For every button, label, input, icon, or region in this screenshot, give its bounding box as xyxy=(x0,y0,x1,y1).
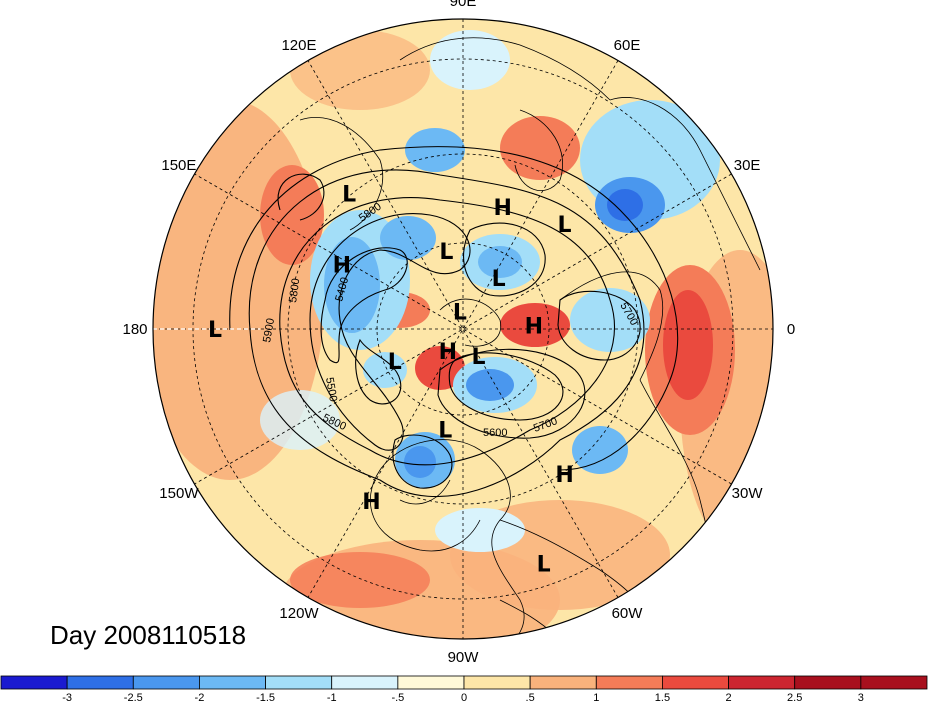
colorbar-swatch xyxy=(66,675,134,690)
date-title: Day 2008110518 xyxy=(50,620,247,650)
low-pressure-label: L xyxy=(471,345,485,370)
map-disc xyxy=(153,19,773,639)
low-pressure-label: L xyxy=(439,240,453,265)
colorbar-swatch xyxy=(265,675,333,690)
colorbar-swatch xyxy=(529,675,597,690)
high-pressure-label: H xyxy=(439,340,457,365)
colorbar-tick-label: -3 xyxy=(62,692,72,702)
colorbar-tick-label: 3 xyxy=(858,692,864,702)
longitude-label: 120E xyxy=(281,37,316,54)
longitude-label: 90E xyxy=(450,0,477,10)
contour-label: 5600 xyxy=(483,427,507,439)
colorbar-tick-label: 2 xyxy=(726,692,732,702)
contour-label: 5900 xyxy=(261,317,277,343)
longitude-label: 90W xyxy=(448,649,480,666)
height-contours xyxy=(229,146,679,498)
high-pressure-label: H xyxy=(333,254,351,279)
longitude-label: 30E xyxy=(734,157,761,174)
colorbar-swatch xyxy=(463,675,531,690)
longitude-label: 30W xyxy=(732,485,764,502)
high-pressure-label: H xyxy=(555,463,573,488)
colorbar-tick-label: -.5 xyxy=(391,692,404,702)
colorbar-tick-label: 0 xyxy=(461,692,467,702)
low-pressure-label: L xyxy=(557,213,571,238)
low-pressure-label: L xyxy=(208,318,222,343)
high-pressure-label: H xyxy=(525,314,543,339)
colorbar-swatch xyxy=(331,675,399,690)
colorbar-swatch xyxy=(595,675,663,690)
longitude-label: 180 xyxy=(122,321,147,338)
map-border xyxy=(152,18,774,640)
low-pressure-label: L xyxy=(453,301,467,326)
longitude-label: 150E xyxy=(161,157,196,174)
colorbar-tick-label: .5 xyxy=(526,692,535,702)
low-pressure-label: L xyxy=(342,182,356,207)
longitude-label: 60W xyxy=(612,605,644,622)
low-pressure-label: L xyxy=(388,350,402,375)
colorbar-tick-label: 1 xyxy=(593,692,599,702)
colorbar-tick-label: 2.5 xyxy=(787,692,802,702)
longitude-label: 60E xyxy=(614,37,641,54)
colorbar-swatch xyxy=(860,675,928,690)
high-pressure-label: H xyxy=(362,490,380,515)
colorbar-swatch xyxy=(132,675,200,690)
colorbar-swatch xyxy=(794,675,862,690)
low-pressure-label: L xyxy=(438,418,452,443)
longitude-labels: 90E 60E 30E 0 30W 60W 90W 120W 150W 180 150E 120E xyxy=(122,0,795,666)
contour-label: 5500 xyxy=(323,376,339,402)
graticule xyxy=(153,19,773,639)
contour-label: 5800 xyxy=(287,278,302,304)
colorbar-tick-label: -2 xyxy=(195,692,205,702)
colorbar-swatch xyxy=(397,675,465,690)
colorbar-swatch xyxy=(199,675,266,690)
colorbar-swatch xyxy=(0,675,68,690)
colorbar-tick-label: -1.5 xyxy=(256,692,275,702)
colorbar-tick-label: 1.5 xyxy=(655,692,670,702)
colorbar-swatch xyxy=(662,675,729,690)
longitude-label: 150W xyxy=(159,485,199,502)
colorbar-tick-label: -2.5 xyxy=(124,692,143,702)
longitude-label: 120W xyxy=(279,605,319,622)
low-pressure-label: L xyxy=(492,267,506,292)
longitude-label: 0 xyxy=(787,321,795,338)
colorbar-swatch xyxy=(728,675,796,690)
colorbar-tick-label: -1 xyxy=(327,692,337,702)
high-pressure-label: H xyxy=(493,196,511,221)
low-pressure-label: L xyxy=(537,553,551,578)
colorbar: -3 -2.5 -2 -1.5 -1 -.5 0 .5 1 1.5 2 2.5 3 xyxy=(0,675,928,702)
